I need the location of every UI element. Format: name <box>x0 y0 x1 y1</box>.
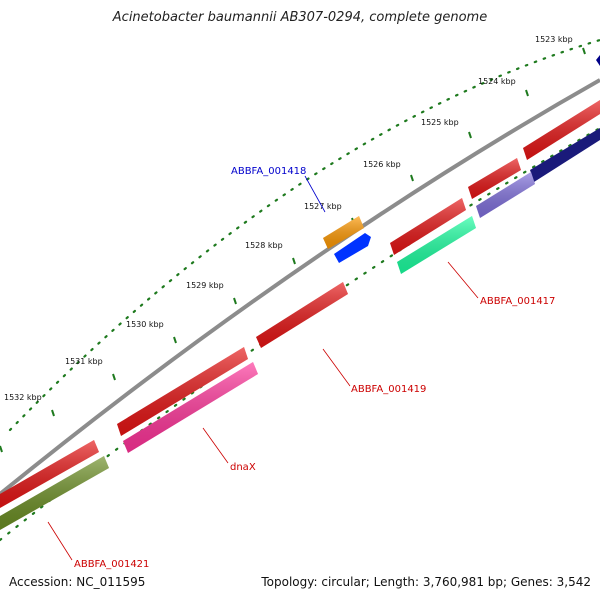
gene-feature[interactable] <box>596 55 600 66</box>
kbp-tick <box>0 445 3 453</box>
genome-backbone <box>0 78 600 496</box>
kbp-label: 1528 kbp <box>245 241 283 250</box>
genome-title: Acinetobacter baumannii AB307-0294, comp… <box>112 10 488 25</box>
kbp-tick <box>51 409 55 417</box>
kbp-label: 1527 kbp <box>304 202 342 211</box>
kbp-label: 1532 kbp <box>4 393 42 402</box>
label-abbfa-001418[interactable]: ABBFA_001418 <box>231 166 306 177</box>
accession-text: Accession: NC_011595 <box>9 575 146 589</box>
label-abbfa-001419[interactable]: ABBFA_001419 <box>351 384 426 395</box>
gene-feature[interactable] <box>476 172 535 218</box>
kbp-tick <box>582 47 586 55</box>
kbp-label: 1529 kbp <box>186 281 224 290</box>
gene-feature-abbfa-001419[interactable] <box>256 282 348 348</box>
kbp-label: 1526 kbp <box>363 160 401 169</box>
label-abbfa-001421[interactable]: ABBFA_001421 <box>74 559 149 570</box>
kbp-tick <box>233 297 237 305</box>
inner-dotted-ring <box>0 126 600 542</box>
kbp-tick <box>173 336 177 344</box>
gene-feature[interactable] <box>397 216 476 274</box>
label-dnax[interactable]: dnaX <box>230 462 256 473</box>
kbp-label: 1530 kbp <box>126 320 164 329</box>
kbp-label: 1525 kbp <box>421 118 459 127</box>
feature-track <box>0 55 600 530</box>
ruler-dotted-line <box>8 38 600 432</box>
kbp-tick <box>112 373 116 381</box>
gene-feature[interactable] <box>523 100 600 160</box>
gene-feature[interactable] <box>530 128 600 182</box>
label-abbfa-001417[interactable]: ABBFA_001417 <box>480 296 555 307</box>
gene-labels: ABBFA_001418 ABBFA_001417 ABBFA_001419 d… <box>74 166 555 570</box>
kbp-label: 1523 kbp <box>535 35 573 44</box>
gene-feature-dnax[interactable] <box>117 347 258 453</box>
kbp-tick <box>410 174 414 182</box>
gene-feature-abbfa-001418[interactable] <box>323 216 371 263</box>
gene-feature-abbfa-001421[interactable] <box>0 440 109 530</box>
topology-summary: Topology: circular; Length: 3,760,981 bp… <box>261 575 591 589</box>
label-leaders <box>47 175 479 561</box>
gene-feature[interactable] <box>468 158 521 199</box>
kbp-label: 1531 kbp <box>65 357 103 366</box>
kbp-tick <box>525 89 529 97</box>
kbp-tick <box>292 257 296 265</box>
kbp-ruler: 1523 kbp 1524 kbp 1525 kbp 1526 kbp 1527 kbp… <box>0 35 600 453</box>
kbp-label: 1524 kbp <box>478 77 516 86</box>
gene-feature[interactable] <box>390 198 466 255</box>
kbp-tick <box>468 131 472 139</box>
